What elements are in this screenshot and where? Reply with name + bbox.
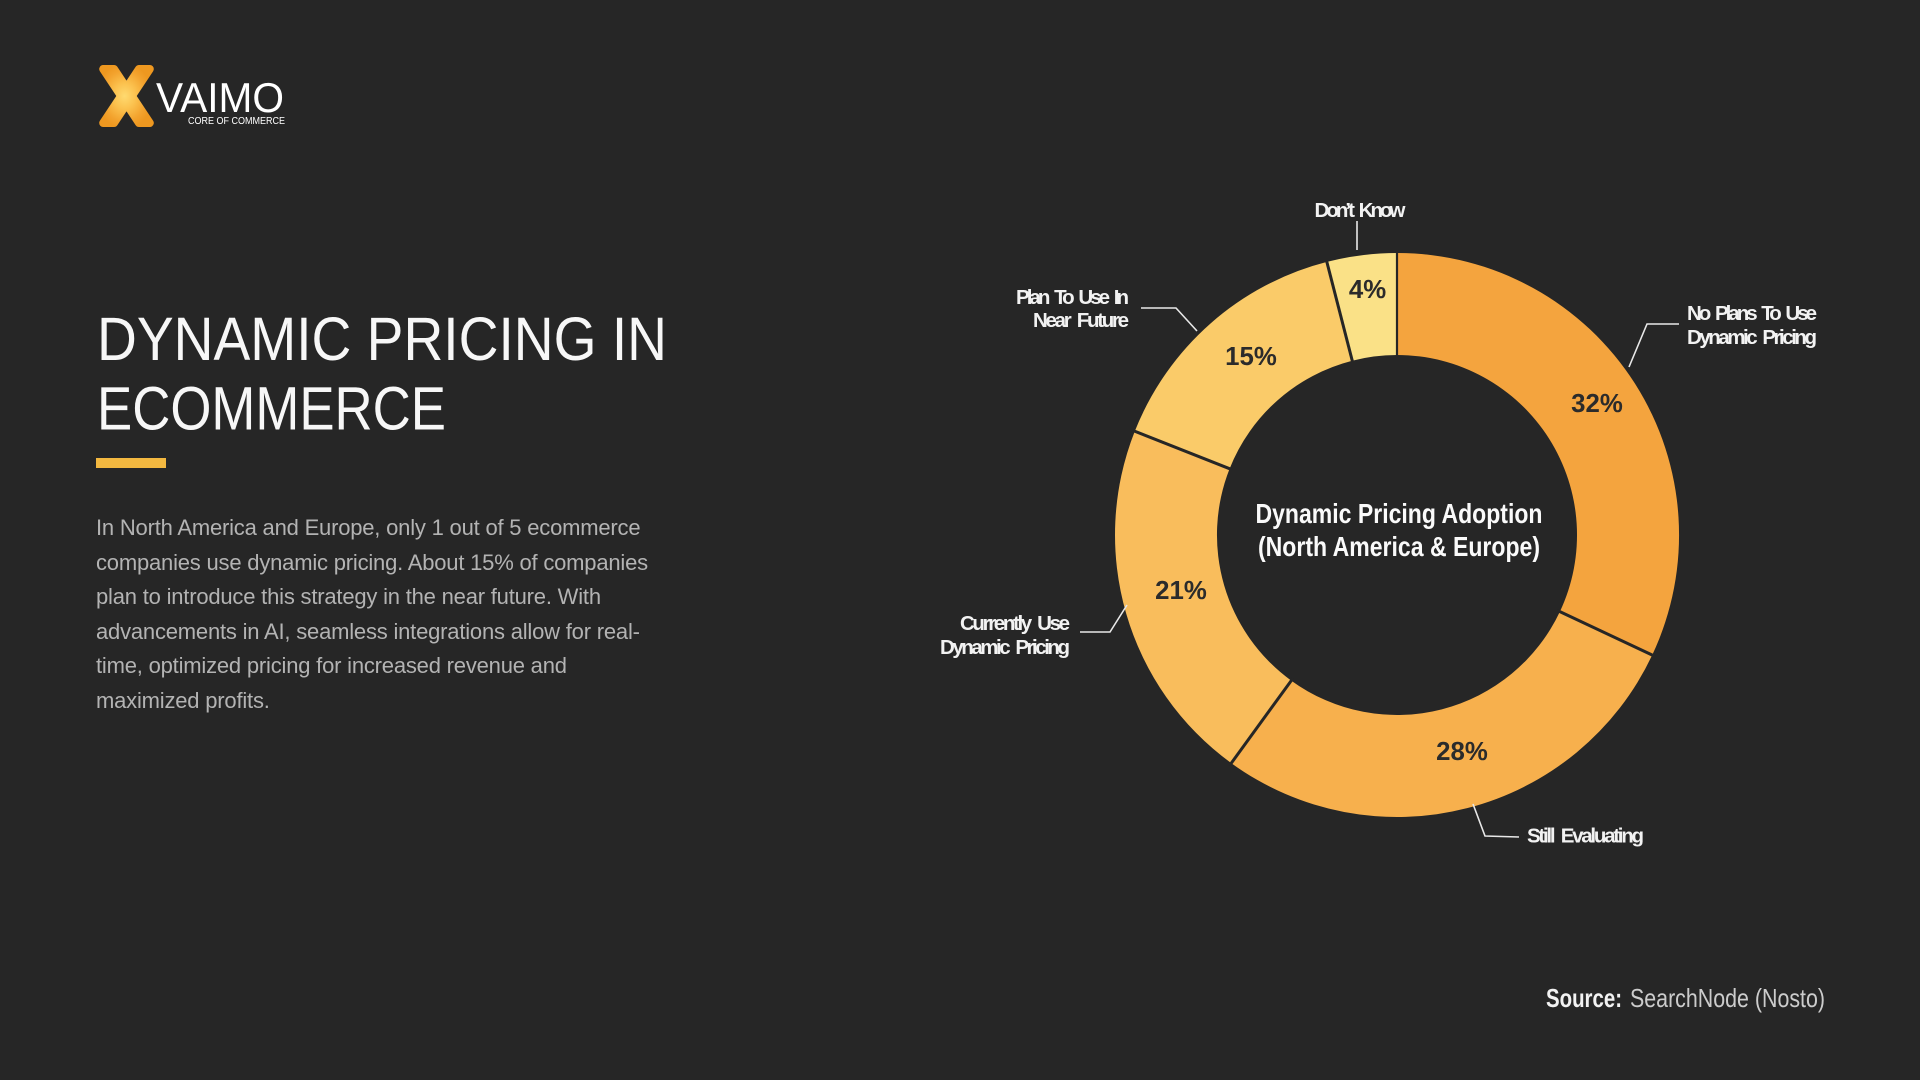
svg-text:32%: 32% xyxy=(1571,390,1623,418)
svg-text:Near Future: Near Future xyxy=(1033,309,1129,332)
svg-text:No Plans To Use: No Plans To Use xyxy=(1687,302,1817,325)
svg-text:VAIMO: VAIMO xyxy=(156,74,284,121)
svg-text:SearchNode (Nosto): SearchNode (Nosto) xyxy=(1630,983,1825,1013)
svg-text:Source:: Source: xyxy=(1546,983,1622,1013)
svg-text:21%: 21% xyxy=(1155,577,1207,605)
svg-text:Dynamic Pricing: Dynamic Pricing xyxy=(1687,326,1817,349)
svg-text:Currently Use: Currently Use xyxy=(960,612,1070,635)
svg-text:15%: 15% xyxy=(1225,343,1277,371)
svg-text:Still Evaluating: Still Evaluating xyxy=(1527,825,1644,848)
svg-text:Dynamic Pricing Adoption: Dynamic Pricing Adoption xyxy=(1256,498,1543,529)
svg-text:Plan To Use In: Plan To Use In xyxy=(1016,286,1129,309)
svg-text:DYNAMIC PRICING IN: DYNAMIC PRICING IN xyxy=(97,305,667,374)
svg-text:CORE OF COMMERCE: CORE OF COMMERCE xyxy=(188,116,285,127)
svg-text:Dynamic Pricing: Dynamic Pricing xyxy=(940,636,1070,659)
svg-text:4%: 4% xyxy=(1349,276,1386,304)
svg-text:(North America & Europe): (North America & Europe) xyxy=(1258,531,1540,562)
svg-text:Don’t Know: Don’t Know xyxy=(1315,199,1406,222)
svg-text:28%: 28% xyxy=(1436,738,1488,766)
svg-text:ECOMMERCE: ECOMMERCE xyxy=(97,375,446,444)
